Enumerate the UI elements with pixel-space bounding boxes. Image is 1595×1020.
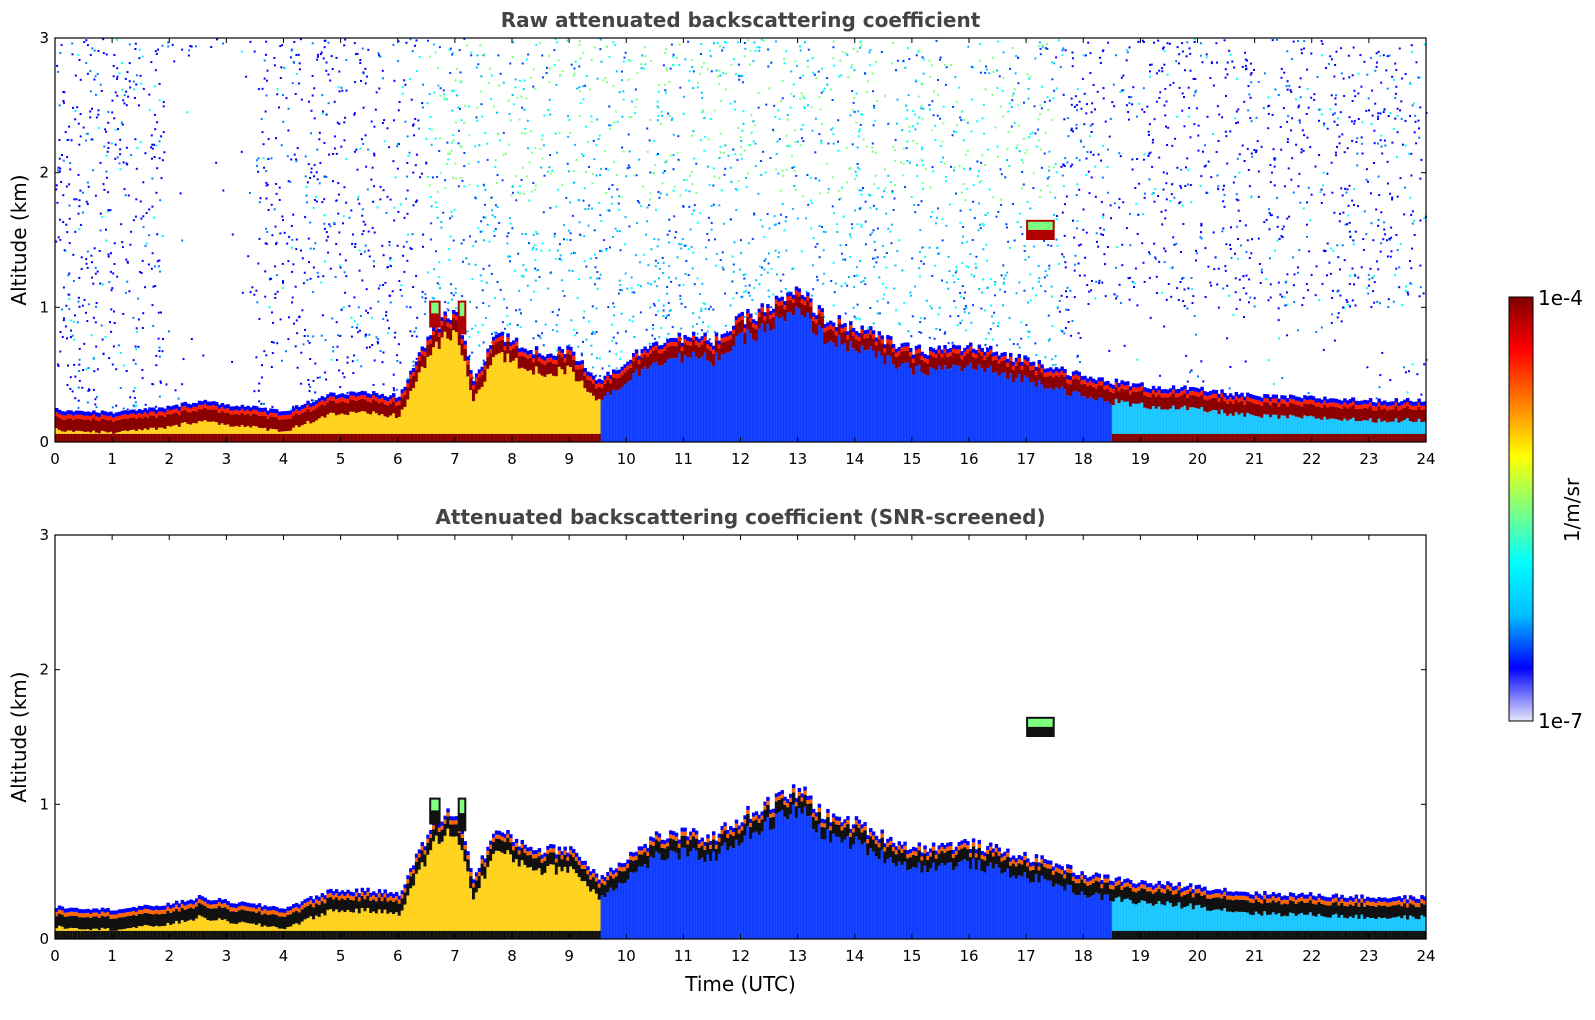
x-tick-label: 23 — [1359, 947, 1378, 965]
boundary-layer — [55, 784, 1427, 939]
x-tick-label: 8 — [507, 947, 517, 965]
x-tick-label: 16 — [959, 947, 978, 965]
x-tick-label: 1 — [107, 450, 117, 468]
y-tick-label: 2 — [39, 661, 49, 679]
x-tick-label: 13 — [788, 450, 807, 468]
x-tick-label: 11 — [674, 947, 693, 965]
chart-title: Raw attenuated backscattering coefficien… — [501, 8, 981, 32]
x-tick-label: 11 — [674, 450, 693, 468]
x-tick-label: 0 — [50, 947, 60, 965]
elevated-layers — [429, 716, 1055, 832]
x-tick-label: 24 — [1416, 947, 1435, 965]
snr-screened-backscatter-panel: 0 1 2 3 4 5 6 7 8 9 10 11 12 13 14 15 16 17 18 19 20 21 22 23 24… — [7, 505, 1436, 996]
x-tick-label: 15 — [902, 450, 921, 468]
y-tick-label: 0 — [39, 930, 49, 948]
x-tick-label: 13 — [788, 947, 807, 965]
elevated-layer — [429, 797, 441, 825]
x-tick-label: 5 — [336, 947, 346, 965]
elevated-layers — [429, 219, 1055, 335]
x-tick-label: 21 — [1245, 450, 1264, 468]
x-tick-label: 6 — [393, 450, 403, 468]
x-tick-label: 17 — [1017, 450, 1036, 468]
colorbar-gradient — [1508, 296, 1534, 722]
x-axis: 0 1 2 3 4 5 6 7 8 9 10 11 12 13 14 15 16 17 18 19 20 21 22 23 24 — [50, 38, 1436, 468]
x-tick-label: 5 — [336, 450, 346, 468]
x-tick-label: 12 — [731, 450, 750, 468]
x-tick-label: 22 — [1302, 450, 1321, 468]
y-axis-label: Altitude (km) — [7, 174, 31, 305]
x-tick-label: 15 — [902, 947, 921, 965]
x-tick-label: 10 — [617, 450, 636, 468]
x-tick-label: 4 — [279, 947, 289, 965]
backscatter-heatmap — [55, 38, 1428, 442]
x-tick-label: 23 — [1359, 450, 1378, 468]
y-axis-label: Altitude (km) — [7, 671, 31, 802]
y-axis: 0 1 2 3 — [39, 526, 1426, 948]
x-tick-label: 10 — [617, 947, 636, 965]
x-tick-label: 18 — [1074, 947, 1093, 965]
x-tick-label: 16 — [959, 450, 978, 468]
y-tick-label: 0 — [39, 433, 49, 451]
y-tick-label: 1 — [39, 298, 49, 316]
backscatter-heatmap — [55, 716, 1427, 939]
x-tick-label: 3 — [222, 947, 232, 965]
y-tick-label: 3 — [39, 526, 49, 544]
noise-speckle — [55, 38, 1428, 417]
x-tick-label: 2 — [164, 450, 174, 468]
x-tick-label: 4 — [279, 450, 289, 468]
x-tick-label: 22 — [1302, 947, 1321, 965]
y-axis: 0 1 2 3 — [39, 29, 1426, 451]
x-tick-label: 20 — [1188, 947, 1207, 965]
x-tick-label: 19 — [1131, 450, 1150, 468]
x-tick-label: 2 — [164, 947, 174, 965]
y-tick-label: 2 — [39, 164, 49, 182]
y-tick-label: 3 — [39, 29, 49, 47]
elevated-layer — [429, 300, 441, 328]
boundary-layer — [55, 286, 1427, 442]
x-tick-label: 17 — [1017, 947, 1036, 965]
x-tick-label: 12 — [731, 947, 750, 965]
x-tick-label: 6 — [393, 947, 403, 965]
x-tick-label: 24 — [1416, 450, 1435, 468]
x-tick-label: 9 — [564, 947, 574, 965]
elevated-layer — [457, 797, 467, 832]
chart-title: Attenuated backscattering coefficient (S… — [435, 505, 1045, 529]
x-tick-label: 18 — [1074, 450, 1093, 468]
y-tick-label: 1 — [39, 795, 49, 813]
x-tick-label: 8 — [507, 450, 517, 468]
colorbar: 1e-4 1e-7 1/m/sr — [1508, 286, 1584, 733]
x-tick-label: 19 — [1131, 947, 1150, 965]
elevated-layer — [457, 300, 467, 335]
x-axis: 0 1 2 3 4 5 6 7 8 9 10 11 12 13 14 15 16 17 18 19 20 21 22 23 24 — [50, 535, 1436, 965]
raw-backscatter-panel: 0 1 2 3 4 5 6 7 8 9 10 11 12 13 14 15 16 17 18 19 20 21 22 23 24… — [7, 8, 1436, 468]
x-tick-label: 7 — [450, 450, 460, 468]
x-tick-label: 3 — [222, 450, 232, 468]
x-tick-label: 14 — [845, 947, 864, 965]
x-axis-label: Time (UTC) — [684, 972, 796, 996]
x-tick-label: 7 — [450, 947, 460, 965]
x-tick-label: 21 — [1245, 947, 1264, 965]
colorbar-unit-label: 1/m/sr — [1560, 477, 1584, 542]
x-tick-label: 0 — [50, 450, 60, 468]
x-tick-label: 1 — [107, 947, 117, 965]
colorbar-max-label: 1e-4 — [1538, 286, 1583, 310]
colorbar-min-label: 1e-7 — [1538, 709, 1583, 733]
x-tick-label: 20 — [1188, 450, 1207, 468]
x-tick-label: 9 — [564, 450, 574, 468]
x-tick-label: 14 — [845, 450, 864, 468]
